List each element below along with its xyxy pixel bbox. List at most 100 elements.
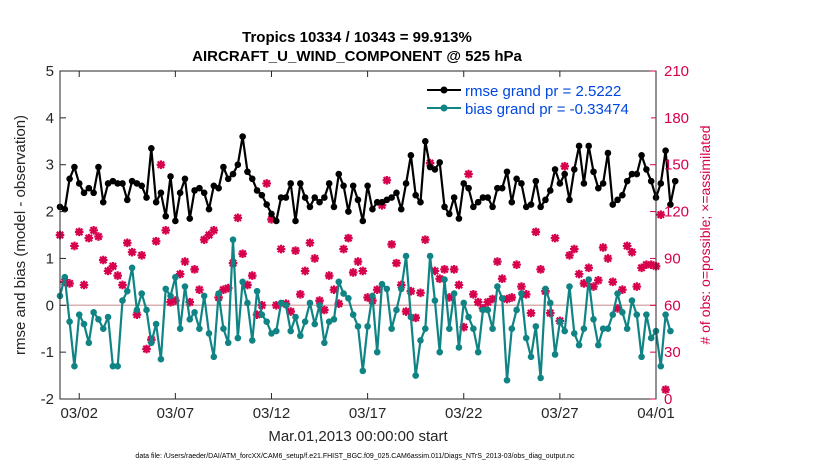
rmse-point xyxy=(152,198,160,206)
bias-point xyxy=(412,372,419,379)
rmse-point xyxy=(335,170,343,178)
rmse-point xyxy=(595,184,602,192)
bias-point xyxy=(599,325,607,333)
x-tick-label: 03/02 xyxy=(60,405,98,422)
assimilated-count-marker xyxy=(74,227,84,237)
rmse-point xyxy=(114,180,121,187)
assimilated-count-marker xyxy=(199,235,209,244)
rmse-point xyxy=(349,182,357,190)
rmse-point xyxy=(354,196,362,204)
y-tick-label: 5 xyxy=(46,63,54,80)
rmse-point xyxy=(176,189,184,197)
rmse-point xyxy=(297,180,304,187)
assimilated-count-marker xyxy=(445,293,454,302)
bias-point xyxy=(570,330,578,337)
x-axis: 03/02 03/07 03/12 03/17 03/22 03/27 04/01 xyxy=(60,71,675,422)
bias-point xyxy=(157,355,165,363)
bias-point xyxy=(378,280,386,288)
bias-point xyxy=(441,276,448,283)
bias-point xyxy=(561,327,568,335)
assimilated-count-marker xyxy=(344,233,353,243)
rmse-point xyxy=(643,166,650,173)
assimilated-count-marker xyxy=(483,297,493,307)
bias-point xyxy=(494,283,501,290)
assimilated-count-marker xyxy=(464,169,473,179)
rmse-point xyxy=(561,170,568,178)
assimilated-count-marker xyxy=(108,261,118,271)
rmse-point xyxy=(623,177,631,185)
assimilated-count-marker xyxy=(276,244,286,254)
bias-point xyxy=(99,325,107,333)
y-axis-label: rmse and bias (model - observation) xyxy=(12,115,29,355)
assimilated-count-marker xyxy=(348,268,358,277)
rmse-point xyxy=(172,217,179,225)
assimilated-count-marker xyxy=(661,385,670,394)
assimilated-count-marker xyxy=(228,258,238,268)
rmse-point xyxy=(397,205,405,213)
assimilated-count-marker xyxy=(435,274,445,284)
assimilated-count-marker xyxy=(603,254,613,263)
rmse-point xyxy=(450,194,458,201)
y2-tick-label: 90 xyxy=(664,250,681,267)
bias-point xyxy=(75,311,83,318)
bias-point xyxy=(604,325,612,333)
rmse-point xyxy=(518,180,525,187)
bias-point xyxy=(316,301,323,309)
assimilated-count-marker xyxy=(560,161,569,171)
bias-point xyxy=(556,318,564,325)
rmse-point xyxy=(421,137,429,145)
assimilated-count-marker xyxy=(166,297,175,307)
bias-point xyxy=(359,367,367,375)
assimilated-count-marker xyxy=(151,236,161,246)
assimilated-count-marker xyxy=(449,265,459,274)
y2-tick-label: 180 xyxy=(664,110,689,127)
assimilated-count-marker xyxy=(339,244,348,254)
rmse-point xyxy=(393,189,400,197)
rmse-point xyxy=(90,189,97,197)
bias-point xyxy=(479,306,487,314)
x-tick-label: 03/17 xyxy=(349,405,387,422)
rmse-point xyxy=(628,170,636,178)
assimilated-count-marker xyxy=(574,269,584,279)
rmse-point xyxy=(224,175,232,183)
bias-point xyxy=(417,337,424,344)
bias-point xyxy=(152,320,160,328)
assimilated-count-marker xyxy=(238,249,247,259)
rmse-point xyxy=(484,194,492,201)
rmse-point xyxy=(503,168,511,176)
assimilated-count-marker xyxy=(103,266,113,276)
bias-point xyxy=(138,290,146,297)
rmse-point xyxy=(633,170,641,178)
y-tick-label: 0 xyxy=(46,297,54,314)
legend-rmse-label: rmse grand pr = 2.5222 xyxy=(465,83,621,100)
bias-point xyxy=(229,236,237,243)
rmse-point xyxy=(186,215,194,222)
bias-point xyxy=(66,318,73,325)
legend-box xyxy=(421,77,651,119)
assimilated-count-marker xyxy=(517,282,526,291)
series-bias xyxy=(56,236,674,384)
bias-point xyxy=(369,292,376,300)
rmse-point xyxy=(234,161,242,169)
rmse-point xyxy=(527,201,535,208)
rmse-point xyxy=(229,170,237,178)
assimilated-count-marker xyxy=(440,265,449,274)
bias-point xyxy=(114,362,121,370)
assimilated-count-marker xyxy=(497,274,507,284)
assimilated-count-marker xyxy=(469,290,478,299)
bias-point xyxy=(542,285,549,293)
bias-point xyxy=(465,313,472,321)
assimilated-count-marker xyxy=(320,305,329,315)
y2-tick-label: 30 xyxy=(664,344,681,361)
rmse-point xyxy=(590,168,597,176)
assimilated-count-marker xyxy=(656,210,666,219)
rmse-point xyxy=(196,184,203,192)
bias-point xyxy=(186,316,194,323)
bias-point xyxy=(345,294,352,302)
rmse-point xyxy=(546,187,554,194)
rmse-point xyxy=(436,159,444,166)
assimilated-count-marker xyxy=(329,285,339,294)
assimilated-count-marker xyxy=(512,260,521,269)
rmse-point xyxy=(470,203,477,211)
assimilated-count-marker xyxy=(305,238,315,248)
